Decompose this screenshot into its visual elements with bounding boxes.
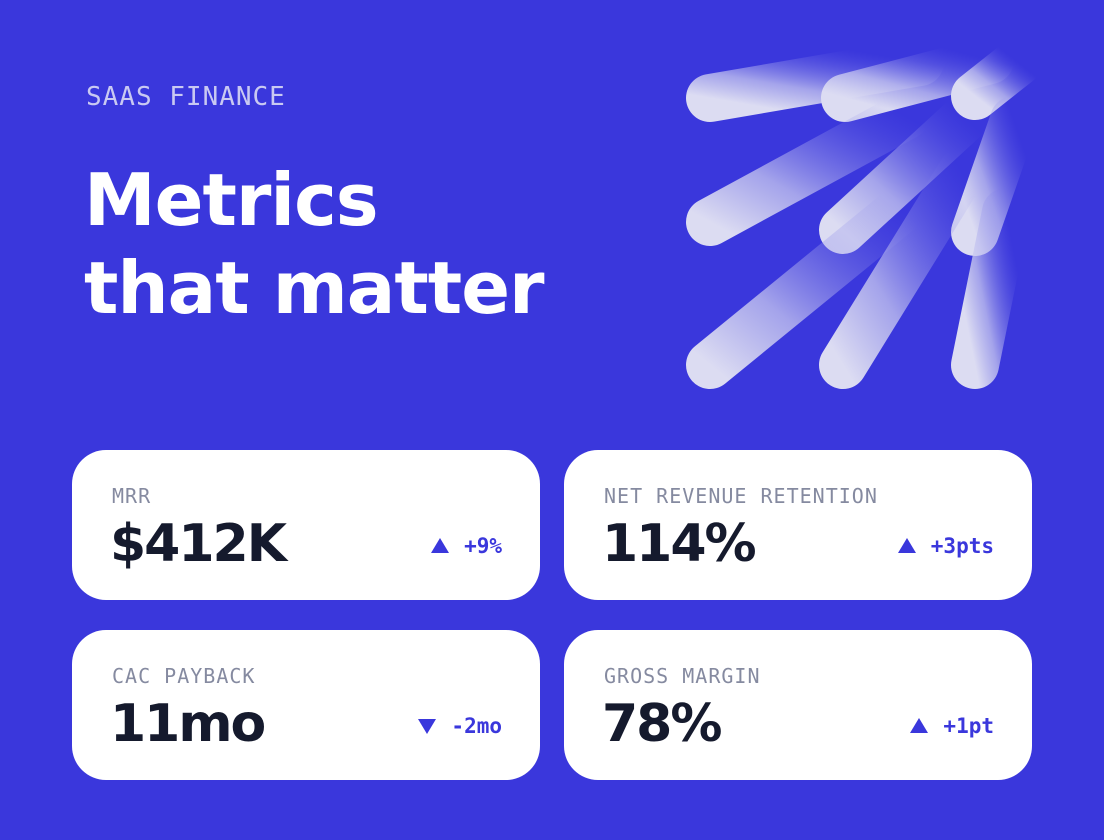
change-text: -2mo [451,714,502,738]
metric-label: CAC PAYBACK [112,664,256,688]
metric-label: MRR [112,484,152,508]
metric-change: +3pts [897,534,994,558]
arrow-up [897,538,916,553]
change-text: +3pts [930,534,994,558]
arrow-shape [418,719,437,734]
arrow-shape [910,718,929,733]
metric-card: GROSS MARGIN 78% +1pt [564,630,1032,780]
metric-card: MRR $412K +9% [72,450,540,600]
change-text: +1pt [943,714,994,738]
arrow-shape [897,538,916,553]
metric-value: $412K [110,514,287,574]
arrow-shape [431,538,450,553]
title: Metrics that matter [84,158,545,330]
metric-value: 78% [602,694,722,754]
arrow-up [910,718,929,733]
metric-value: 114% [602,514,757,574]
metric-card: CAC PAYBACK 11mo -2mo [72,630,540,780]
eyebrow: SAAS FINANCE [86,82,286,112]
metric-change: -2mo [417,714,502,738]
arrow-down [418,719,437,734]
metric-card: NET REVENUE RETENTION 114% +3pts [564,450,1032,600]
metric-label: GROSS MARGIN [604,664,761,688]
streaks-decoration [686,36,1042,389]
metric-change: +9% [430,534,502,558]
arrow-up [431,538,450,553]
metric-change: +1pt [909,714,994,738]
metric-value: 11mo [110,694,266,754]
change-text: +9% [464,534,502,558]
metric-label: NET REVENUE RETENTION [604,484,878,508]
